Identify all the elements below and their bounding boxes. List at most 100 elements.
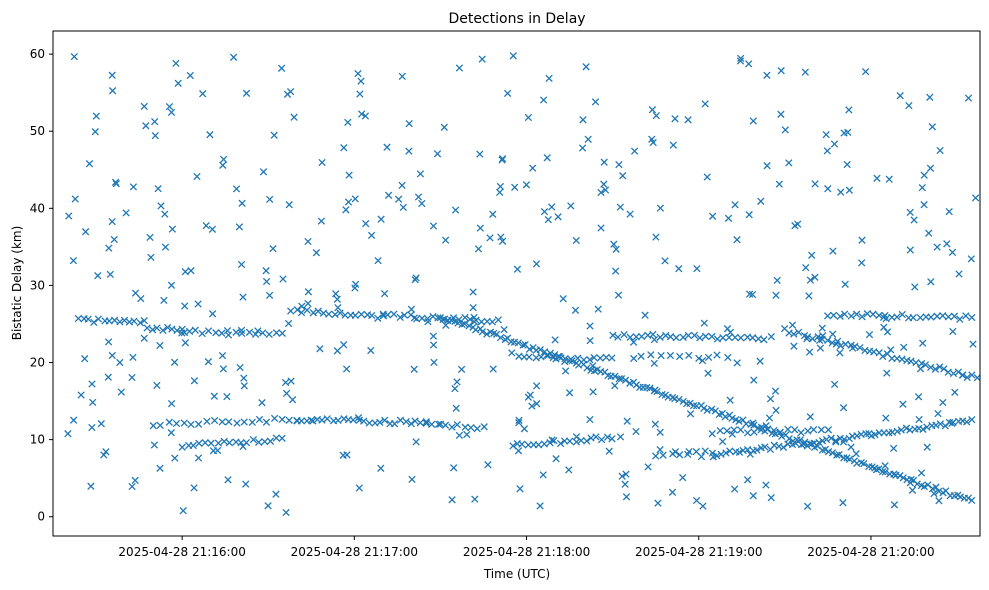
data-point: [659, 451, 667, 459]
data-point: [219, 161, 227, 169]
data-point: [480, 423, 488, 431]
data-point: [262, 277, 271, 286]
data-point: [457, 365, 466, 374]
data-point: [509, 52, 517, 60]
data-point: [293, 306, 302, 314]
data-point: [648, 106, 657, 114]
data-point: [808, 251, 816, 259]
data-point: [318, 416, 326, 424]
data-point: [615, 160, 623, 169]
data-point: [906, 479, 914, 487]
data-point: [69, 256, 78, 265]
data-point: [345, 171, 353, 179]
data-point: [815, 438, 823, 447]
data-point: [777, 67, 785, 75]
data-point: [963, 373, 971, 382]
data-point: [948, 248, 957, 257]
data-point: [865, 330, 874, 339]
data-point: [586, 356, 594, 364]
data-point: [898, 310, 906, 319]
data-point: [225, 439, 234, 447]
data-point: [520, 425, 529, 433]
data-point: [927, 278, 935, 286]
data-point: [608, 354, 616, 362]
data-point: [307, 416, 315, 424]
data-point: [666, 333, 675, 341]
data-point: [589, 362, 597, 370]
data-point: [828, 339, 836, 347]
data-point: [272, 490, 280, 498]
data-point: [750, 421, 758, 429]
data-point: [360, 417, 368, 425]
data-point: [178, 329, 186, 337]
data-point: [469, 303, 477, 312]
data-point: [650, 359, 658, 368]
data-point: [489, 365, 497, 373]
data-point: [809, 425, 818, 434]
data-point: [743, 429, 752, 437]
data-point: [181, 339, 190, 347]
data-point: [548, 436, 556, 444]
data-point: [159, 326, 167, 335]
data-point: [806, 276, 815, 284]
data-point: [684, 116, 692, 124]
data-point: [619, 172, 627, 180]
data-point: [528, 402, 536, 410]
data-point: [354, 414, 363, 422]
data-point: [433, 150, 442, 158]
data-point: [81, 228, 90, 236]
data-point: [578, 144, 587, 152]
data-point: [735, 417, 743, 425]
y-tick-label: 50: [30, 124, 45, 138]
data-point: [539, 96, 548, 104]
data-point: [151, 117, 159, 126]
data-point: [130, 317, 138, 325]
data-point: [621, 480, 629, 488]
data-point: [374, 314, 382, 322]
data-point: [533, 400, 541, 408]
data-point: [896, 472, 904, 480]
data-point: [407, 420, 415, 428]
data-point: [906, 246, 914, 254]
data-point: [803, 333, 812, 341]
data-point: [861, 67, 870, 76]
y-axis: 0 10 20 30 40 50 60: [30, 47, 53, 524]
data-point: [194, 300, 202, 308]
data-point: [379, 312, 388, 320]
data-point: [258, 399, 266, 407]
data-point: [448, 496, 456, 504]
data-point: [858, 313, 866, 321]
data-point: [881, 468, 889, 476]
data-point: [845, 186, 854, 194]
data-point: [801, 438, 809, 446]
data-point: [136, 319, 144, 327]
data-point: [923, 423, 931, 431]
data-point: [455, 64, 464, 72]
data-point: [756, 357, 764, 365]
y-tick-label: 10: [30, 433, 45, 447]
data-point: [430, 358, 438, 367]
data-point: [532, 382, 541, 390]
data-point: [332, 290, 340, 298]
data-point: [120, 316, 129, 325]
data-point: [656, 445, 664, 454]
data-point: [238, 199, 246, 207]
data-point: [285, 201, 293, 209]
data-point: [841, 280, 849, 288]
data-point: [824, 185, 832, 193]
data-point: [422, 418, 430, 426]
data-point: [887, 346, 895, 354]
data-point: [932, 483, 940, 491]
data-point: [621, 376, 630, 384]
data-point: [745, 290, 754, 298]
data-point: [806, 413, 814, 421]
data-point: [707, 405, 716, 413]
data-point: [156, 341, 164, 350]
data-point: [626, 210, 634, 218]
data-point: [102, 448, 110, 456]
data-point: [476, 224, 484, 232]
data-point: [340, 341, 348, 349]
data-point: [651, 420, 659, 428]
data-point: [208, 310, 217, 318]
data-point: [567, 355, 575, 363]
